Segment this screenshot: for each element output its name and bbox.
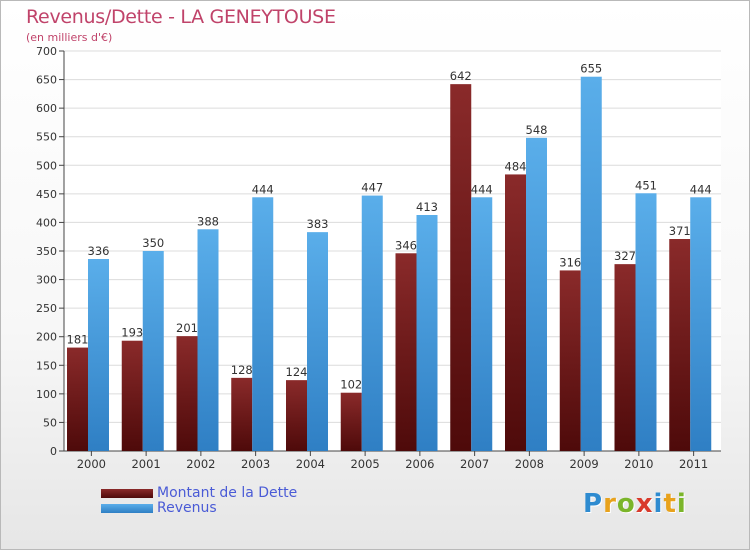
x-tick-label: 2009 bbox=[569, 457, 598, 471]
data-label-revenus: 388 bbox=[197, 214, 219, 228]
data-label-revenus: 655 bbox=[580, 62, 602, 76]
bar-revenus bbox=[471, 197, 493, 451]
bar-dette bbox=[669, 239, 691, 451]
chart-subtitle: (en milliers d'€) bbox=[26, 31, 113, 44]
data-label-dette: 484 bbox=[505, 159, 527, 173]
x-tick-label: 2010 bbox=[624, 457, 653, 471]
y-tick-label: 700 bbox=[36, 45, 57, 58]
data-label-dette: 201 bbox=[176, 321, 198, 335]
data-label-revenus: 447 bbox=[361, 181, 383, 195]
bar-dette bbox=[505, 174, 526, 451]
bar-revenus bbox=[635, 193, 657, 452]
y-tick-label: 50 bbox=[43, 416, 57, 429]
y-tick-label: 450 bbox=[36, 188, 57, 201]
data-label-dette: 346 bbox=[395, 238, 417, 252]
data-label-dette: 128 bbox=[231, 363, 253, 377]
data-label-dette: 316 bbox=[559, 255, 581, 269]
y-tick-label: 650 bbox=[36, 74, 57, 87]
data-label-revenus: 444 bbox=[471, 182, 493, 196]
x-tick-label: 2007 bbox=[460, 457, 489, 471]
legend-label-dette: Montant de la Dette bbox=[157, 485, 298, 501]
logo-letter: o bbox=[616, 489, 636, 519]
y-tick-label: 150 bbox=[36, 359, 57, 372]
data-label-revenus: 451 bbox=[635, 178, 657, 192]
bar-revenus bbox=[252, 197, 274, 451]
x-tick-label: 2001 bbox=[131, 457, 160, 471]
logo-letter: i bbox=[653, 489, 664, 519]
x-tick-label: 2006 bbox=[405, 457, 434, 471]
y-tick-label: 0 bbox=[50, 445, 57, 458]
data-label-dette: 181 bbox=[67, 333, 89, 347]
bar-dette bbox=[286, 380, 307, 451]
y-tick-label: 100 bbox=[36, 388, 57, 401]
y-tick-label: 550 bbox=[36, 131, 57, 144]
bar-dette bbox=[450, 84, 472, 452]
bar-dette bbox=[340, 392, 362, 451]
data-label-revenus: 336 bbox=[88, 244, 110, 258]
logo-letter: t bbox=[663, 489, 677, 519]
data-label-revenus: 383 bbox=[307, 217, 329, 231]
data-label-revenus: 444 bbox=[252, 182, 274, 196]
x-tick-label: 2002 bbox=[186, 457, 215, 471]
bar-revenus bbox=[197, 229, 219, 451]
bar-revenus bbox=[580, 76, 602, 451]
bar-revenus bbox=[307, 232, 328, 451]
data-label-revenus: 413 bbox=[416, 200, 438, 214]
bar-revenus bbox=[690, 197, 712, 451]
data-label-dette: 124 bbox=[286, 365, 308, 379]
x-tick-label: 2008 bbox=[515, 457, 544, 471]
y-tick-label: 600 bbox=[36, 102, 57, 115]
y-tick-label: 300 bbox=[36, 274, 57, 287]
legend-swatch-dette bbox=[101, 489, 153, 498]
data-label-dette: 371 bbox=[669, 224, 691, 238]
data-label-revenus: 444 bbox=[690, 182, 712, 196]
chart-title: Revenus/Dette - LA GENEYTOUSE bbox=[26, 6, 336, 28]
bar-dette bbox=[559, 270, 581, 451]
bar-revenus bbox=[142, 251, 164, 451]
x-tick-label: 2003 bbox=[241, 457, 270, 471]
logo-letter: r bbox=[603, 489, 617, 519]
legend-label-revenus: Revenus bbox=[157, 500, 217, 516]
data-label-dette: 642 bbox=[450, 69, 472, 83]
bar-dette bbox=[176, 336, 198, 451]
bar-revenus bbox=[526, 137, 547, 451]
bar-revenus bbox=[361, 195, 383, 451]
bar-revenus bbox=[416, 215, 438, 451]
bar-dette bbox=[67, 347, 88, 451]
logo-letter: x bbox=[635, 489, 654, 519]
data-label-dette: 102 bbox=[340, 378, 362, 392]
bar-dette bbox=[231, 377, 253, 451]
x-tick-label: 2004 bbox=[296, 457, 325, 471]
logo-letter: P bbox=[583, 489, 604, 519]
x-tick-label: 2011 bbox=[679, 457, 708, 471]
bar-revenus bbox=[88, 259, 109, 451]
y-tick-label: 200 bbox=[36, 331, 57, 344]
data-label-dette: 193 bbox=[121, 326, 143, 340]
y-tick-label: 400 bbox=[36, 216, 57, 229]
data-label-revenus: 350 bbox=[142, 236, 164, 250]
data-label-revenus: 548 bbox=[526, 123, 548, 137]
y-tick-label: 250 bbox=[36, 302, 57, 315]
data-label-dette: 327 bbox=[614, 249, 636, 263]
proxiti-logo: Proxiti bbox=[583, 489, 687, 519]
y-tick-label: 350 bbox=[36, 245, 57, 258]
x-tick-label: 2005 bbox=[350, 457, 379, 471]
x-tick-label: 2000 bbox=[77, 457, 106, 471]
legend-swatch-revenus bbox=[101, 504, 153, 513]
bar-dette bbox=[614, 264, 636, 451]
logo-letter: i bbox=[676, 489, 687, 519]
bar-dette bbox=[121, 340, 143, 451]
y-tick-label: 500 bbox=[36, 159, 57, 172]
bar-dette bbox=[395, 253, 417, 451]
